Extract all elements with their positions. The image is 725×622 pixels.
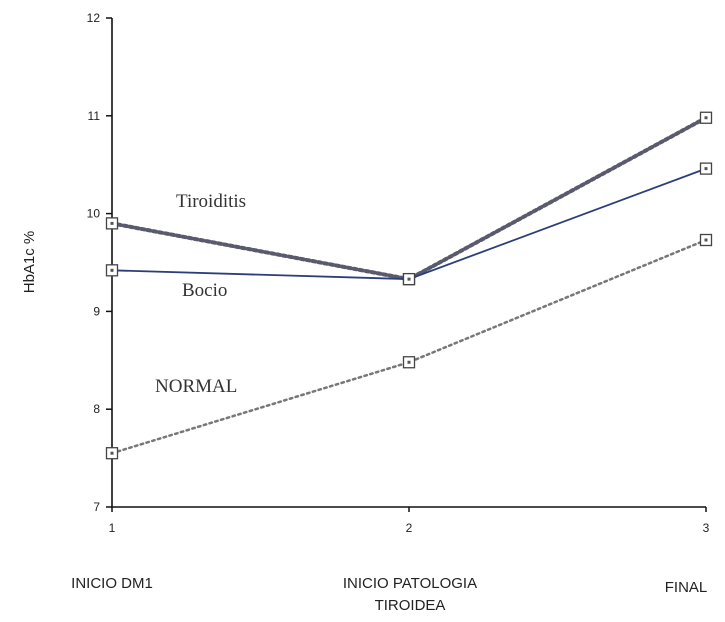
data-point-dot [111,269,114,272]
y-tick-label: 8 [93,402,100,416]
y-axis-label: HbA1c % [21,231,38,294]
data-point-dot [705,239,708,242]
data-point-dot [111,452,114,455]
series-line-bocio [112,169,706,280]
category-label: INICIO PATOLOGIA [343,575,477,592]
series-line-normal [112,240,706,453]
data-point-dot [705,116,708,119]
x-tick-label: 3 [703,521,710,535]
category-label: TIROIDEA [375,597,446,614]
y-tick-label: 9 [93,304,100,318]
series-label-bocio: Bocio [182,280,227,301]
data-point-dot [111,222,114,225]
x-tick-label: 1 [109,521,116,535]
x-tick-label: 2 [406,521,413,535]
x-ticks: 1 2 3 [109,507,710,535]
data-point-dot [705,167,708,170]
y-tick-label: 12 [87,11,101,25]
series-label-normal: NORMAL [155,376,237,397]
y-tick-label: 10 [87,207,101,221]
y-tick-label: 7 [93,500,100,514]
category-label: FINAL [665,579,708,596]
y-tick-label: 11 [88,109,101,123]
data-point-dot [408,361,411,364]
category-label: INICIO DM1 [71,575,153,592]
category-labels: INICIO DM1 INICIO PATOLOGIA TIROIDEA FINAL [71,575,707,614]
series-label-tiroiditis: Tiroiditis [176,191,246,212]
data-point-dot [408,278,411,281]
y-ticks: 7 8 9 10 11 12 [87,11,112,514]
